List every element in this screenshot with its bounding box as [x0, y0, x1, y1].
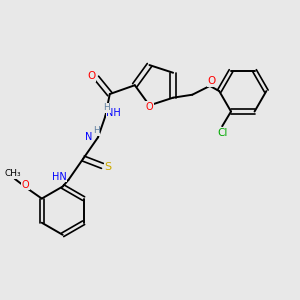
- Text: H: H: [103, 103, 110, 112]
- Text: O: O: [22, 180, 29, 190]
- Text: HN: HN: [52, 172, 67, 182]
- Text: CH₃: CH₃: [5, 169, 22, 178]
- Text: O: O: [207, 76, 215, 86]
- Text: H: H: [93, 126, 100, 135]
- Text: Cl: Cl: [217, 128, 227, 138]
- Text: N: N: [85, 132, 93, 142]
- Text: O: O: [146, 102, 153, 112]
- Text: S: S: [104, 162, 111, 172]
- Text: NH: NH: [106, 108, 121, 118]
- Text: O: O: [87, 71, 95, 81]
